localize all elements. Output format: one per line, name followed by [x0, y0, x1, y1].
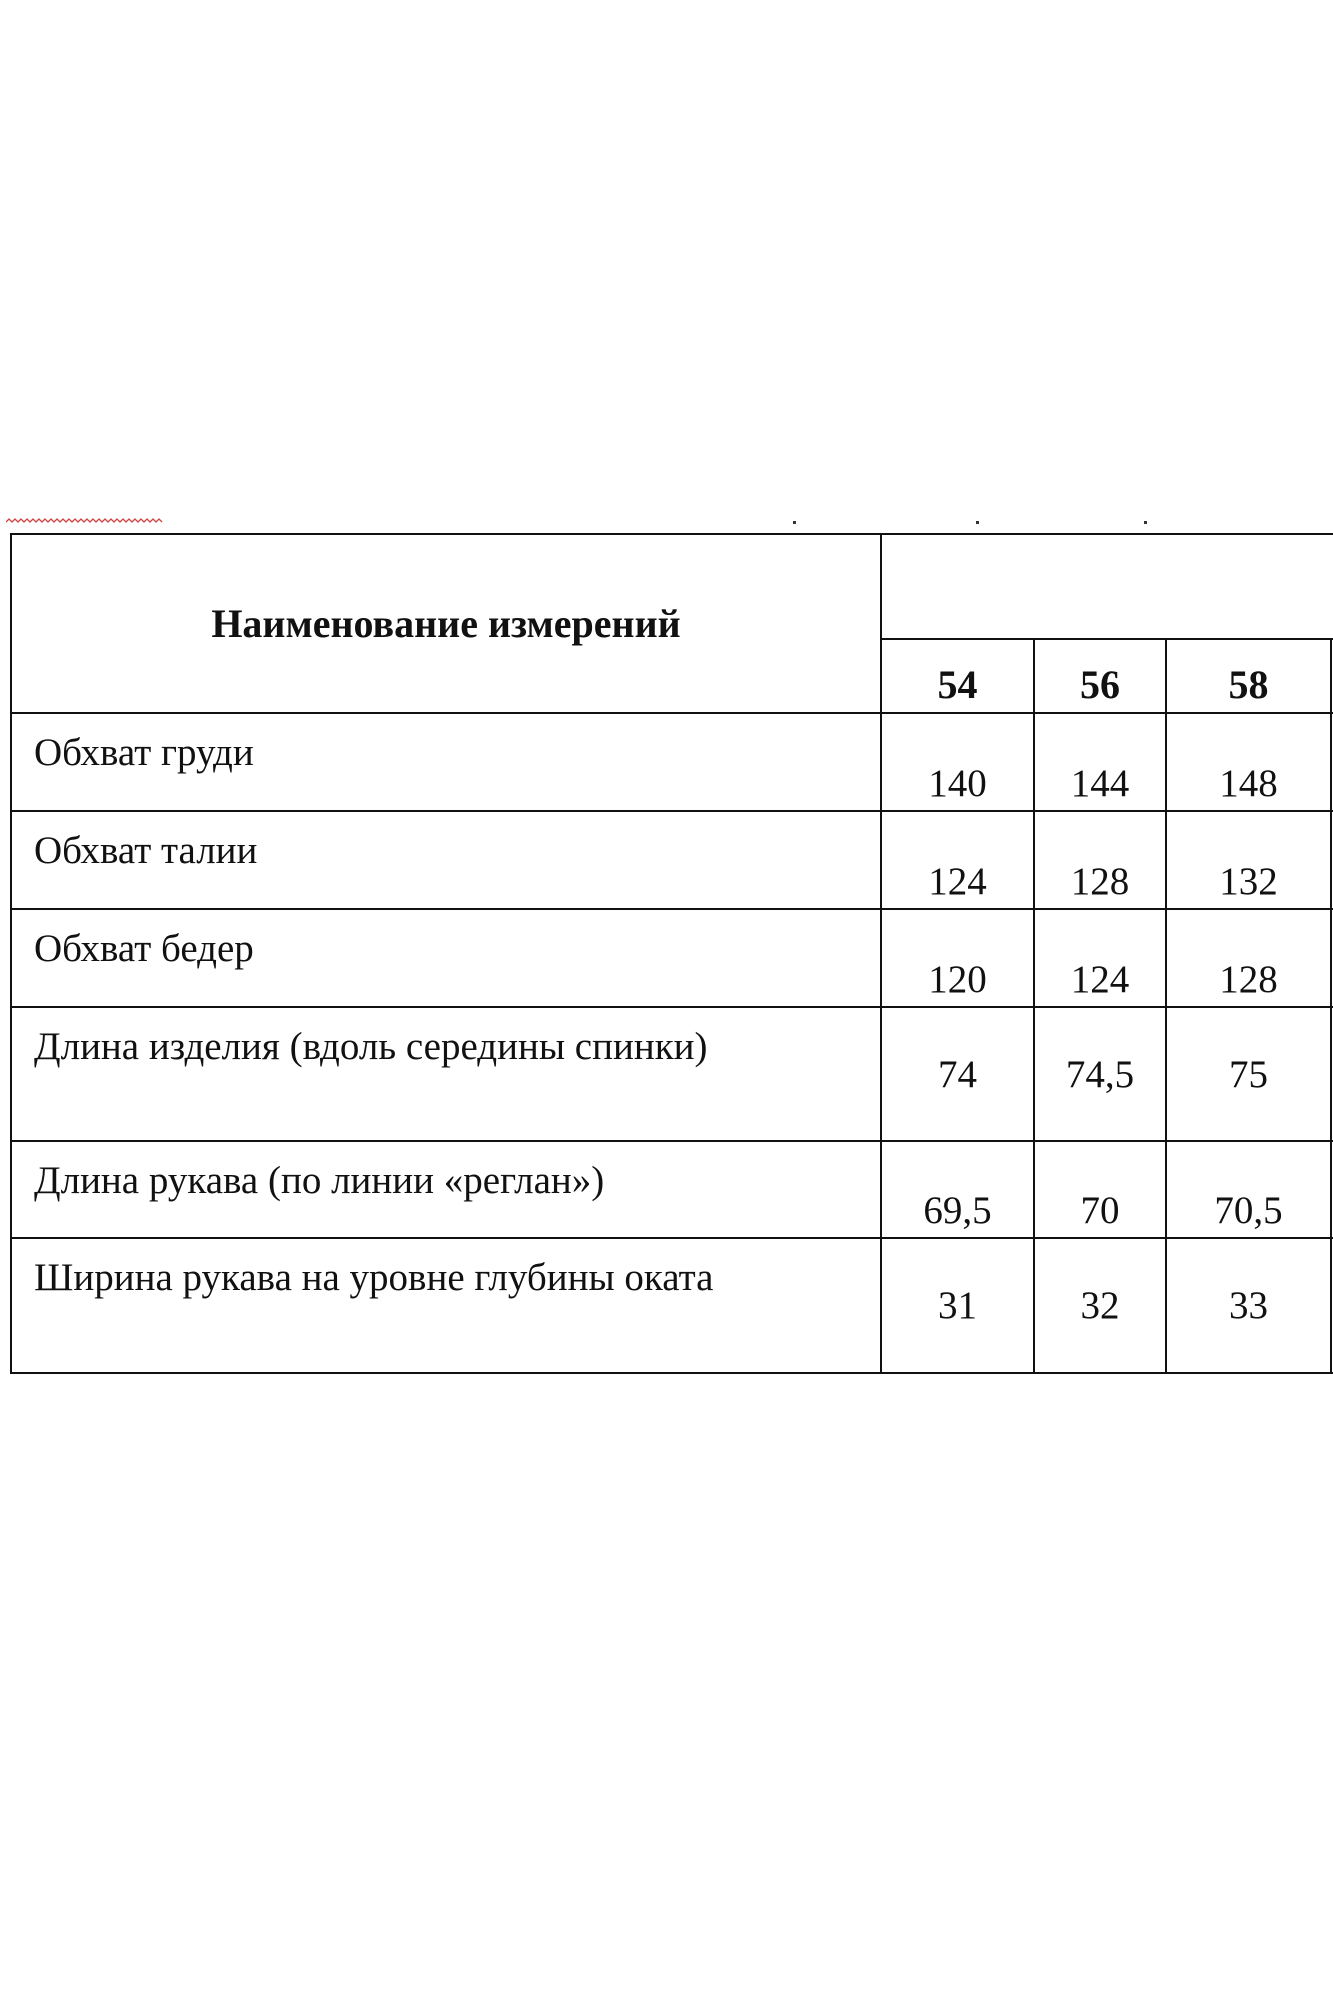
cell-value: 120 — [880, 908, 1035, 1008]
cell-cut — [1330, 1140, 1333, 1239]
table-row: Обхват груди 140 144 148 — [10, 712, 1333, 812]
cell-value: 70,5 — [1165, 1140, 1332, 1239]
table-row: Длина рукава (по линии «реглан») 69,5 70… — [10, 1140, 1333, 1239]
row-label: Ширина рукава на уровне глубины оката — [10, 1237, 882, 1374]
row-label: Обхват талии — [10, 810, 882, 910]
spellcheck-underline — [6, 518, 163, 523]
cell-value: 124 — [880, 810, 1035, 910]
cell-value: 69,5 — [880, 1140, 1035, 1239]
cell-value: 33 — [1165, 1237, 1332, 1374]
stray-mark — [976, 521, 979, 524]
cell-value: 75 — [1165, 1006, 1332, 1142]
row-label: Обхват бедер — [10, 908, 882, 1008]
cell-cut — [1330, 712, 1333, 812]
cell-cut — [1330, 1237, 1333, 1374]
size-chart-table: Наименование измерений 54 56 58 Обхват г… — [10, 533, 1333, 1374]
header-row: Наименование измерений — [10, 533, 1333, 714]
cell-value: 32 — [1033, 1237, 1167, 1374]
table-row: Ширина рукава на уровне глубины оката 31… — [10, 1237, 1333, 1374]
cell-value: 31 — [880, 1237, 1035, 1374]
cell-value: 124 — [1033, 908, 1167, 1008]
stray-mark — [793, 521, 796, 524]
cell-value: 144 — [1033, 712, 1167, 812]
cell-value: 70 — [1033, 1140, 1167, 1239]
size-header-cut — [1330, 638, 1333, 714]
row-label: Длина изделия (вдоль середины спинки) — [10, 1006, 882, 1142]
size-group-header — [880, 533, 1333, 640]
stray-mark — [1144, 521, 1147, 524]
table-row: Обхват бедер 120 124 128 — [10, 908, 1333, 1008]
size-header: 58 — [1165, 638, 1332, 714]
cell-value: 74,5 — [1033, 1006, 1167, 1142]
measurement-name-header: Наименование измерений — [10, 533, 882, 714]
cell-value: 140 — [880, 712, 1035, 812]
cell-cut — [1330, 1006, 1333, 1142]
cell-cut — [1330, 810, 1333, 910]
table-row: Длина изделия (вдоль середины спинки) 74… — [10, 1006, 1333, 1142]
size-header: 54 — [880, 638, 1035, 714]
cell-value: 148 — [1165, 712, 1332, 812]
cell-value: 128 — [1165, 908, 1332, 1008]
cell-value: 128 — [1033, 810, 1167, 910]
cell-value: 74 — [880, 1006, 1035, 1142]
table-row: Обхват талии 124 128 132 — [10, 810, 1333, 910]
row-label: Длина рукава (по линии «реглан») — [10, 1140, 882, 1239]
row-label: Обхват груди — [10, 712, 882, 812]
cell-value: 132 — [1165, 810, 1332, 910]
size-header: 56 — [1033, 638, 1167, 714]
sizes-row: 54 56 58 — [11, 638, 1333, 714]
cell-cut — [1330, 908, 1333, 1008]
